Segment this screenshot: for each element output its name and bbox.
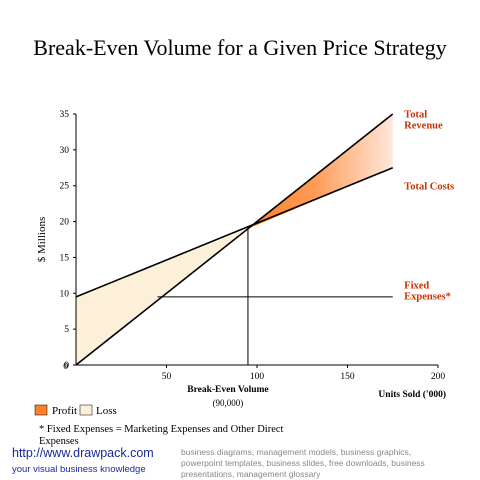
footer-tagline: your visual business knowledge (12, 464, 146, 475)
footer-url-link[interactable]: http://www.drawpack.com (12, 446, 154, 460)
total-revenue-line (75, 113, 394, 366)
series-labels: Total Revenue Total Costs Fixed Expenses* (404, 110, 454, 303)
footer-keywords: business diagrams, management models, bu… (181, 447, 425, 479)
y-tick-label: 5 (64, 325, 69, 335)
x-axis-label: Units Sold ('000) (378, 389, 446, 400)
fixed-expenses-label: Fixed Expenses* (404, 280, 451, 302)
y-tick-label: 35 (60, 110, 70, 120)
y-axis-label: $ Millions (36, 217, 48, 263)
break-even-value: (90,000) (213, 398, 244, 408)
legend-loss-label: Loss (96, 405, 117, 417)
x-axis-ticks: 50 100 150 200 0 (63, 362, 445, 382)
y-tick-label: 30 (60, 146, 70, 156)
y-tick-label: 0 (64, 361, 69, 371)
y-axis-ticks: 0 5 10 15 20 25 30 35 (60, 110, 76, 371)
y-tick-label: 25 (60, 182, 70, 192)
total-revenue-label: Total Revenue (404, 110, 443, 132)
x-tick-label: 200 (431, 372, 446, 382)
y-tick-label: 15 (60, 253, 70, 263)
footnote: * Fixed Expenses = Marketing Expenses an… (39, 424, 284, 447)
x-tick-label: 100 (250, 372, 265, 382)
x-tick-label: 150 (340, 372, 355, 382)
chart-title: Break-Even Volume for a Given Price Stra… (33, 35, 446, 60)
origin-tick-label: 0 (63, 362, 68, 372)
legend-profit-label: Profit (52, 405, 77, 417)
x-tick-label: 50 (162, 372, 172, 382)
y-tick-label: 20 (60, 218, 70, 228)
legend: Profit Loss (34, 404, 117, 417)
y-tick-label: 10 (60, 289, 70, 299)
series-lines (75, 113, 394, 366)
legend-loss-swatch (79, 404, 93, 416)
legend-profit-swatch (34, 404, 48, 416)
total-costs-label: Total Costs (404, 181, 454, 192)
total-costs-line (75, 167, 394, 298)
break-even-label: Break-Even Volume (187, 385, 268, 395)
